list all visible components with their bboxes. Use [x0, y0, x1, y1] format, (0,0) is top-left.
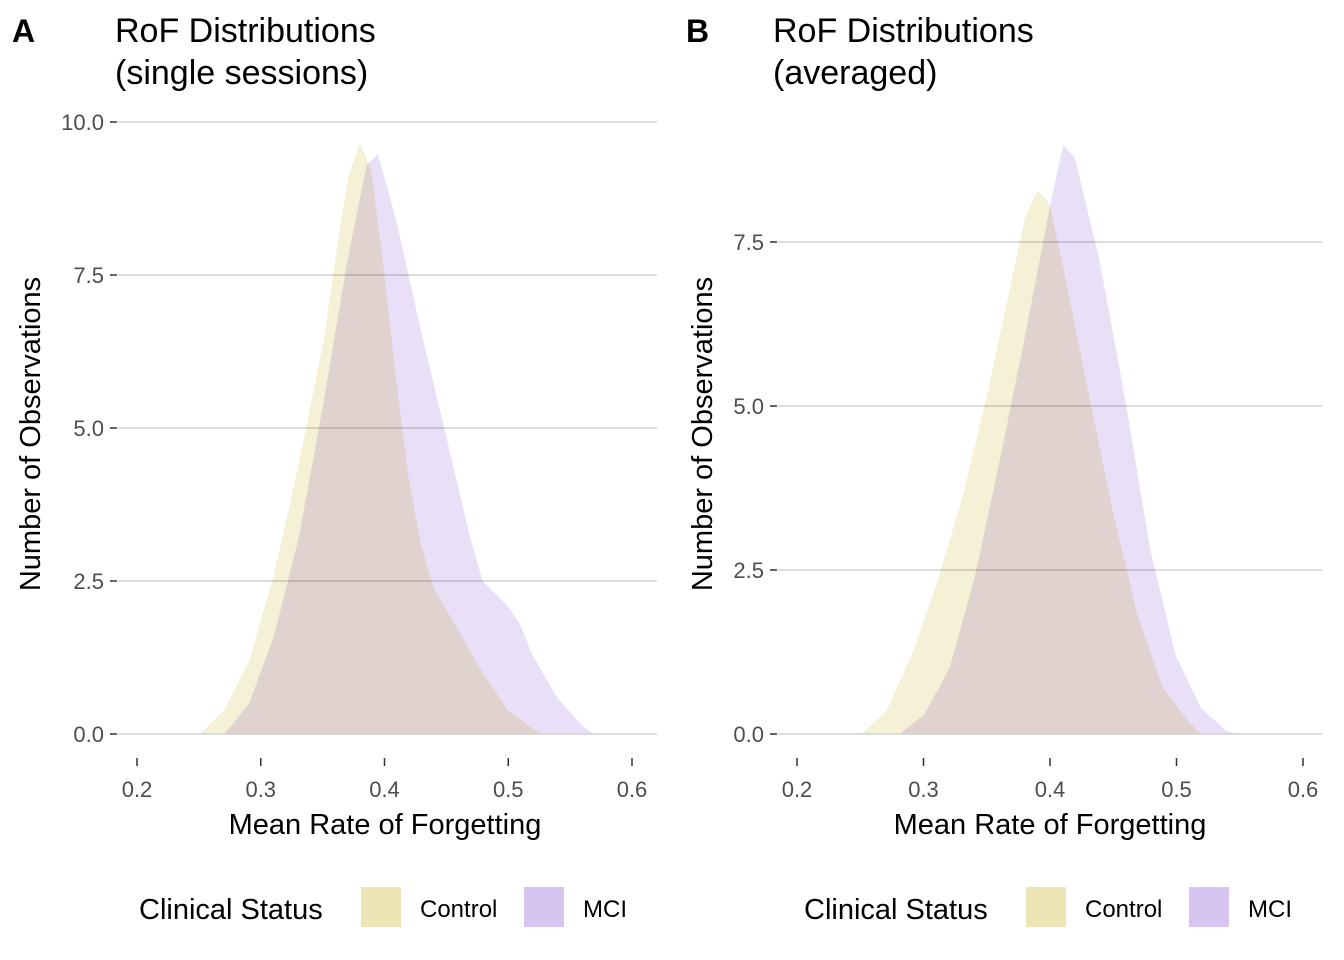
x-tick-label: 0.3	[908, 777, 939, 802]
density-area-mci	[222, 151, 598, 735]
panel-a-legend-label-control: Control	[420, 896, 497, 923]
panel-a-title-line-2: (single sessions)	[115, 54, 368, 92]
x-tick-label: 0.2	[782, 777, 813, 802]
panel-a-y-axis-title: Number of Observations	[15, 277, 47, 591]
x-tick-label: 0.6	[617, 777, 648, 802]
panel-b-title: RoF Distributions (averaged)	[773, 12, 1043, 92]
panel-a-legend: Clinical Status Control MCI	[139, 887, 627, 927]
panel-a-plot: 0.0 2.5 5.0 7.5 10.0 0.2 0.3 0.4 0.5 0.6	[61, 110, 657, 802]
y-tick-label: 0.0	[73, 722, 104, 747]
panel-a-title: RoF Distributions (single sessions)	[115, 12, 385, 92]
panel-a-x-axis-title: Mean Rate of Forgetting	[229, 809, 542, 841]
x-tick-label: 0.4	[1035, 777, 1066, 802]
y-tick-label: 7.5	[733, 230, 764, 255]
panel-a-legend-label-mci: MCI	[583, 896, 627, 923]
panel-a-legend-key-control	[361, 887, 401, 927]
x-tick-label: 0.4	[369, 777, 400, 802]
panel-b-legend-label-mci: MCI	[1248, 896, 1292, 923]
x-tick-label: 0.5	[493, 777, 524, 802]
panel-b-y-axis-title: Number of Observations	[687, 277, 719, 591]
panel-b-title-line-2: (averaged)	[773, 54, 937, 92]
panel-a: A RoF Distributions (single sessions) 0.…	[12, 12, 657, 927]
panel-b-x-axis-title: Mean Rate of Forgetting	[894, 809, 1207, 841]
panel-a-title-line-1: RoF Distributions	[115, 12, 376, 50]
x-tick-label: 0.5	[1161, 777, 1192, 802]
panel-letter-b: B	[686, 13, 709, 49]
panel-b-legend-key-mci	[1189, 887, 1229, 927]
x-tick-label: 0.3	[245, 777, 276, 802]
y-tick-label: 5.0	[733, 394, 764, 419]
panel-a-legend-title: Clinical Status	[139, 894, 323, 926]
panel-a-legend-key-mci	[524, 887, 564, 927]
panel-b: B RoF Distributions (averaged) 0.0 2.5 5.0…	[686, 12, 1322, 927]
panel-b-plot: 0.0 2.5 5.0 7.5 0.2 0.3 0.4 0.5 0.6	[733, 142, 1322, 802]
y-tick-label: 0.0	[733, 722, 764, 747]
y-tick-label: 5.0	[73, 416, 104, 441]
x-tick-label: 0.6	[1288, 777, 1319, 802]
panel-b-legend: Clinical Status Control MCI	[804, 887, 1292, 927]
density-area-mci	[896, 142, 1240, 735]
y-tick-label: 2.5	[733, 558, 764, 583]
panel-b-legend-title: Clinical Status	[804, 894, 988, 926]
y-tick-label: 7.5	[73, 263, 104, 288]
y-tick-label: 2.5	[73, 569, 104, 594]
panel-b-title-line-1: RoF Distributions	[773, 12, 1034, 50]
x-tick-label: 0.2	[122, 777, 153, 802]
y-tick-label: 10.0	[61, 110, 104, 135]
panel-letter-a: A	[12, 13, 35, 49]
panel-b-legend-key-control	[1026, 887, 1066, 927]
panel-b-legend-label-control: Control	[1085, 896, 1162, 923]
